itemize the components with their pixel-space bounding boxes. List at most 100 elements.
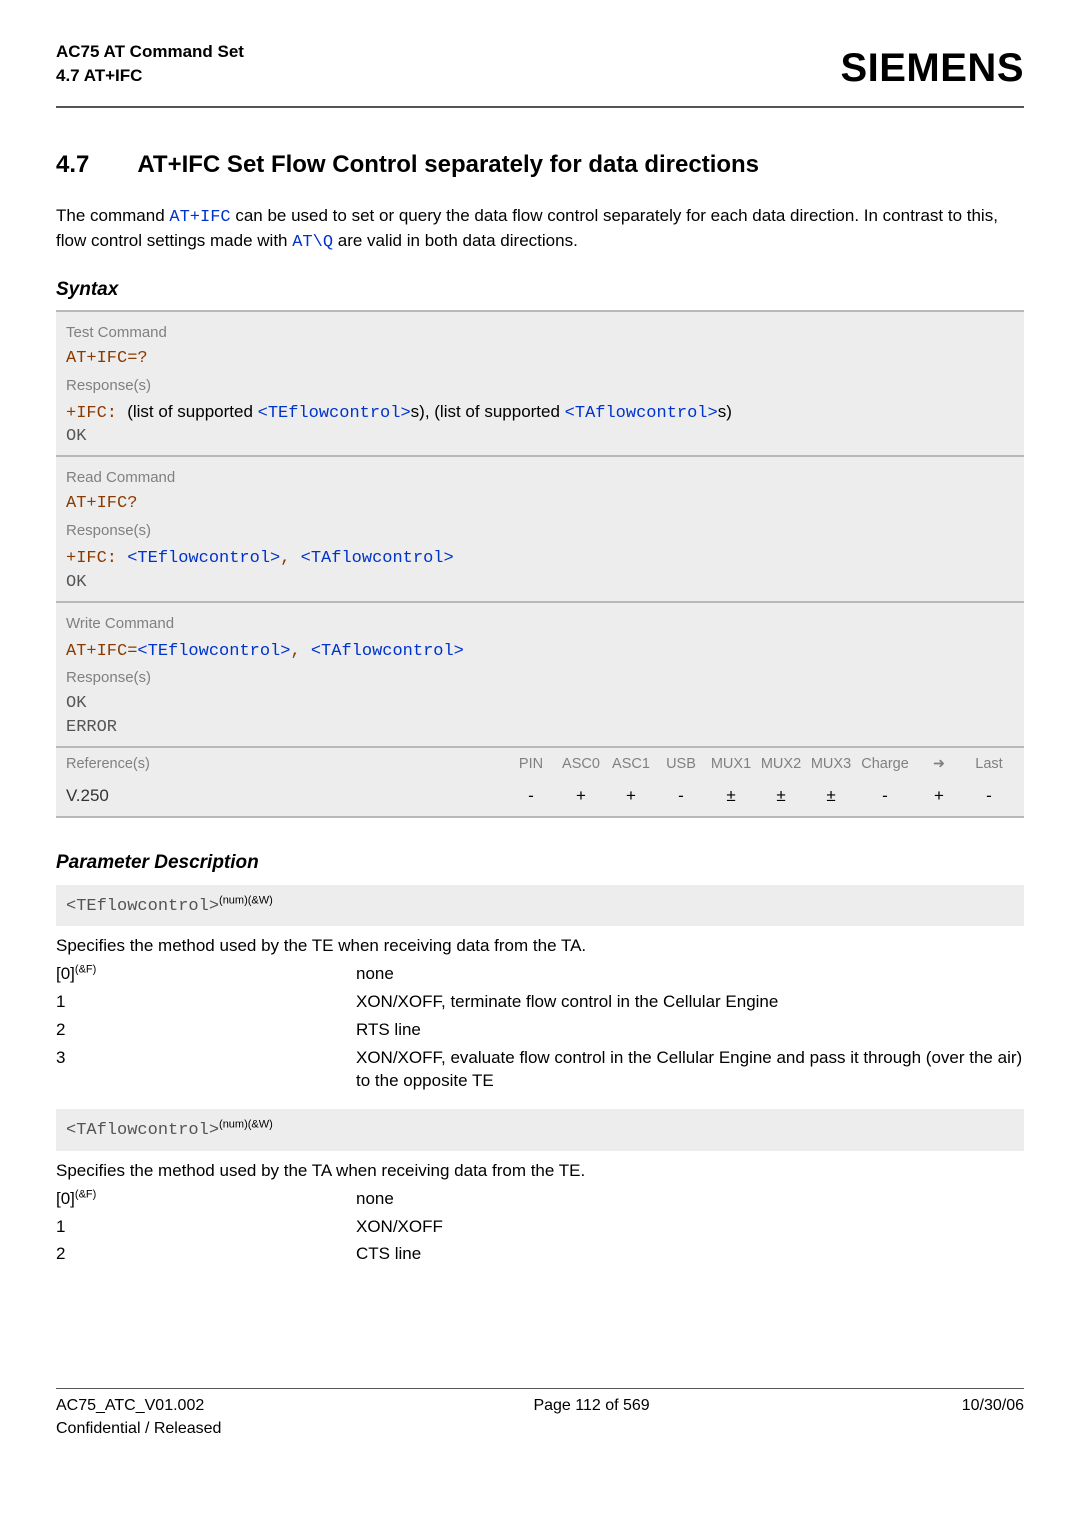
val-usb: -	[656, 784, 706, 808]
test-response: +IFC: (list of supported <TEflowcontrol>…	[66, 400, 1014, 426]
test-command-block: Test Command AT+IFC=? Response(s) +IFC: …	[56, 310, 1024, 455]
table-row: 2 RTS line	[56, 1016, 1024, 1044]
ta-param-tag-block: <TAflowcontrol>(num)(&W)	[56, 1109, 1024, 1151]
param-val: CTS line	[356, 1242, 1024, 1266]
te-param-table: [0](&F) none 1 XON/XOFF, terminate flow …	[56, 960, 1024, 1095]
param-val: XON/XOFF, evaluate flow control in the C…	[356, 1046, 1024, 1094]
write-cmd-pre: AT+IFC=	[66, 642, 137, 661]
ta-tag-link[interactable]: <TAflowcontrol>	[311, 642, 464, 661]
doc-title: AC75 AT Command Set	[56, 40, 244, 64]
te-tag-link[interactable]: <TEflowcontrol>	[258, 404, 411, 423]
val-mux1: ±	[706, 784, 756, 808]
col-mux2: MUX2	[756, 754, 806, 774]
footer-docid: AC75_ATC_V01.002	[56, 1395, 221, 1417]
at-ifc-link[interactable]: AT+IFC	[169, 208, 230, 227]
val-charge: -	[856, 784, 914, 808]
col-last: Last	[964, 754, 1014, 774]
reference-value-row: V.250 - + + - ± ± ± - + -	[56, 780, 1024, 818]
col-mux3: MUX3	[806, 754, 856, 774]
col-usb: USB	[656, 754, 706, 774]
at-q-link[interactable]: AT\Q	[292, 233, 333, 252]
ta-tag-link[interactable]: <TAflowcontrol>	[565, 404, 718, 423]
ta-desc: Specifies the method used by the TA when…	[56, 1159, 1024, 1183]
table-row: [0](&F) none	[56, 960, 1024, 988]
param-key: [0](&F)	[56, 1187, 356, 1211]
read-command-label: Read Command	[66, 463, 1014, 492]
responses-label: Response(s)	[66, 516, 1014, 545]
write-command-block: Write Command AT+IFC=<TEflowcontrol>, <T…	[56, 601, 1024, 746]
ok-text: OK	[66, 425, 1014, 449]
responses-label: Response(s)	[66, 663, 1014, 692]
col-pin: PIN	[506, 754, 556, 774]
page-footer: AC75_ATC_V01.002 Confidential / Released…	[56, 1388, 1024, 1440]
val-pin: -	[506, 784, 556, 808]
param-val: RTS line	[356, 1018, 1024, 1042]
page: AC75 AT Command Set 4.7 AT+IFC SIEMENS 4…	[0, 0, 1080, 1470]
reference-header-row: Reference(s) PIN ASC0 ASC1 USB MUX1 MUX2…	[56, 746, 1024, 780]
comma: ,	[290, 642, 310, 661]
ta-tag-link[interactable]: <TAflowcontrol>	[301, 549, 454, 568]
te-tag-sup: (num)(&W)	[219, 894, 273, 906]
val-mux2: ±	[756, 784, 806, 808]
table-row: 2 CTS line	[56, 1240, 1024, 1268]
param-key: 3	[56, 1046, 356, 1094]
param-key: 2	[56, 1242, 356, 1266]
siemens-logo: SIEMENS	[840, 40, 1024, 96]
ok-text: OK	[66, 571, 1014, 595]
param-key: 1	[56, 1215, 356, 1239]
read-response: +IFC: <TEflowcontrol>, <TAflowcontrol>	[66, 545, 1014, 571]
param-val: none	[356, 962, 1024, 986]
ta-tag-sup: (num)(&W)	[219, 1119, 273, 1131]
ta-param-table: [0](&F) none 1 XON/XOFF 2 CTS line	[56, 1185, 1024, 1268]
section-title: AT+IFC Set Flow Control separately for d…	[137, 148, 759, 182]
te-param-tag-block: <TEflowcontrol>(num)(&W)	[56, 885, 1024, 927]
responses-label: Response(s)	[66, 371, 1014, 400]
footer-confidential: Confidential / Released	[56, 1418, 221, 1440]
comma: ,	[280, 549, 300, 568]
intro-paragraph: The command AT+IFC can be used to set or…	[56, 204, 1024, 256]
te-tag-link[interactable]: <TEflowcontrol>	[127, 549, 280, 568]
param-heading: Parameter Description	[56, 850, 1024, 877]
ok-text: OK	[66, 692, 1014, 716]
write-command-label: Write Command	[66, 609, 1014, 638]
col-asc0: ASC0	[556, 754, 606, 774]
param-key: 1	[56, 990, 356, 1014]
te-tag: <TEflowcontrol>	[66, 897, 219, 916]
resp-text: s), (list of supported	[411, 402, 565, 421]
footer-date: 10/30/06	[962, 1395, 1024, 1440]
param-key: 2	[56, 1018, 356, 1042]
footer-page: Page 112 of 569	[533, 1395, 649, 1440]
ref-cols-values: - + + - ± ± ± - + -	[486, 784, 1014, 808]
val-last: -	[964, 784, 1014, 808]
param-key: [0](&F)	[56, 962, 356, 986]
table-row: 1 XON/XOFF	[56, 1213, 1024, 1241]
intro-text: The command	[56, 206, 169, 225]
col-charge: Charge	[856, 754, 914, 774]
error-text: ERROR	[66, 716, 1014, 740]
write-command: AT+IFC=<TEflowcontrol>, <TAflowcontrol>	[66, 638, 1014, 664]
col-asc1: ASC1	[606, 754, 656, 774]
table-row: [0](&F) none	[56, 1185, 1024, 1213]
te-desc: Specifies the method used by the TE when…	[56, 934, 1024, 958]
ref-cols-header: PIN ASC0 ASC1 USB MUX1 MUX2 MUX3 Charge …	[486, 754, 1014, 774]
test-command: AT+IFC=?	[66, 347, 1014, 371]
ta-tag: <TAflowcontrol>	[66, 1121, 219, 1140]
val-arrow: +	[914, 784, 964, 808]
col-arrow: ➜	[914, 754, 964, 774]
read-command: AT+IFC?	[66, 492, 1014, 516]
param-val: XON/XOFF	[356, 1215, 1024, 1239]
doc-subtitle: 4.7 AT+IFC	[56, 64, 244, 88]
col-mux1: MUX1	[706, 754, 756, 774]
reference-value: V.250	[66, 784, 486, 808]
param-val: none	[356, 1187, 1024, 1211]
resp-prefix: +IFC:	[66, 404, 127, 423]
section-number: 4.7	[56, 148, 89, 182]
val-asc0: +	[556, 784, 606, 808]
te-tag-link[interactable]: <TEflowcontrol>	[137, 642, 290, 661]
table-row: 3 XON/XOFF, evaluate flow control in the…	[56, 1044, 1024, 1096]
val-asc1: +	[606, 784, 656, 808]
val-mux3: ±	[806, 784, 856, 808]
footer-left: AC75_ATC_V01.002 Confidential / Released	[56, 1395, 221, 1440]
param-val: XON/XOFF, terminate flow control in the …	[356, 990, 1024, 1014]
resp-text: (list of supported	[127, 402, 257, 421]
